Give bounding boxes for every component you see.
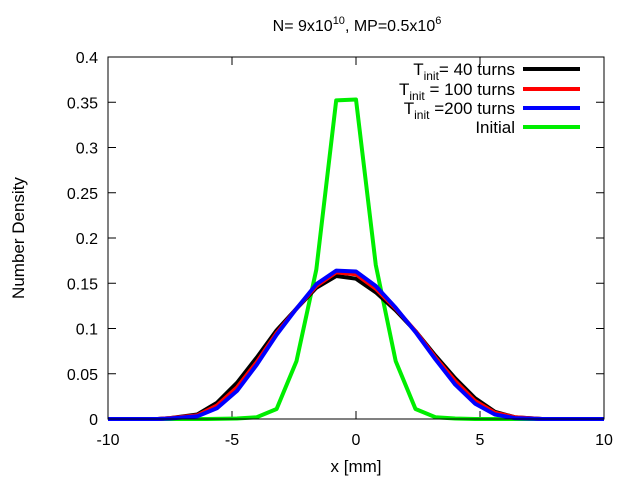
legend-label-1: Tinit = 100 turns: [399, 80, 515, 103]
x-tick-label: 10: [595, 432, 613, 449]
y-tick-label: 0.25: [67, 186, 98, 203]
y-tick-label: 0.1: [76, 322, 98, 339]
chart-title: N= 9x1010, MP=0.5x106: [273, 15, 442, 35]
legend-rest: =200 turns: [429, 99, 515, 118]
legend-rest: = 40 turns: [439, 60, 515, 79]
x-tick-label: -5: [225, 432, 239, 449]
title-middle: , MP=0.5x10: [345, 18, 435, 35]
series-line-2: [108, 268, 604, 421]
legend-T: T: [404, 99, 414, 118]
title-sup-2: 6: [435, 15, 441, 27]
x-tick-label: 0: [352, 432, 361, 449]
legend-sub: init: [409, 89, 425, 103]
x-tick-label: -10: [96, 432, 119, 449]
legend-sub: init: [414, 108, 430, 122]
legend-sub: init: [424, 69, 440, 83]
y-tick-label: 0.05: [67, 367, 98, 384]
legend-rest: Initial: [475, 118, 515, 137]
y-axis-label: Number Density: [9, 177, 28, 299]
legend-rest: = 100 turns: [425, 80, 515, 99]
y-tick-label: 0.2: [76, 231, 98, 248]
series-line-3: [108, 97, 604, 421]
legend-label-3: Initial: [475, 118, 515, 137]
legend-T: T: [399, 80, 409, 99]
title-sup-1: 10: [333, 15, 345, 27]
y-tick-label: 0: [89, 412, 98, 429]
legend-label-0: Tinit= 40 turns: [413, 60, 515, 83]
x-tick-label: 5: [476, 432, 485, 449]
legend-T: T: [413, 60, 423, 79]
title-prefix: N= 9x10: [273, 18, 333, 35]
y-tick-label: 0.3: [76, 141, 98, 158]
legend-label-2: Tinit =200 turns: [404, 99, 515, 122]
series-line-0: [108, 274, 604, 421]
plot-frame: [107, 56, 605, 420]
y-tick-label: 0.4: [76, 50, 98, 67]
y-tick-label: 0.35: [67, 95, 98, 112]
series-line-1: [108, 270, 604, 421]
y-tick-label: 0.15: [67, 276, 98, 293]
series-lines: [108, 97, 604, 421]
x-axis-label: x [mm]: [331, 457, 382, 476]
